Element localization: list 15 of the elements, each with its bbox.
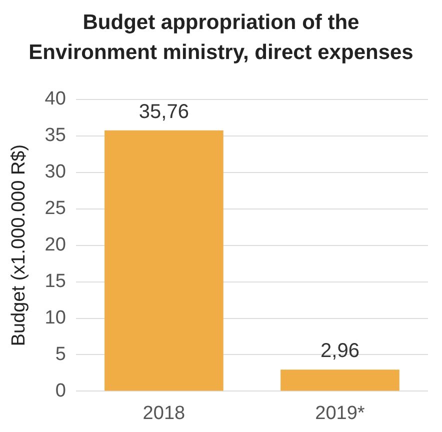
chart-title: Budget appropriation of the Environment ministry, direct expenses	[28, 10, 414, 66]
y-tick-label: 20	[44, 234, 66, 256]
y-tick-label: 15	[44, 271, 66, 292]
y-tick-label: 0	[55, 380, 66, 402]
y-tick-label: 40	[44, 88, 66, 110]
y-tick-label: 5	[55, 344, 66, 365]
y-axis-title: Budget (x1.000.000 R$)	[8, 144, 30, 346]
y-tick-label: 30	[44, 162, 66, 183]
y-tick-label: 35	[44, 125, 66, 146]
data-label: 2,96	[320, 340, 360, 362]
y-tick-label: 25	[44, 198, 66, 220]
x-tick-label: 2018	[142, 402, 186, 424]
x-tick-label: 2019*	[315, 402, 366, 424]
data-label: 35,76	[138, 100, 189, 123]
y-tick-label: 10	[44, 307, 66, 328]
